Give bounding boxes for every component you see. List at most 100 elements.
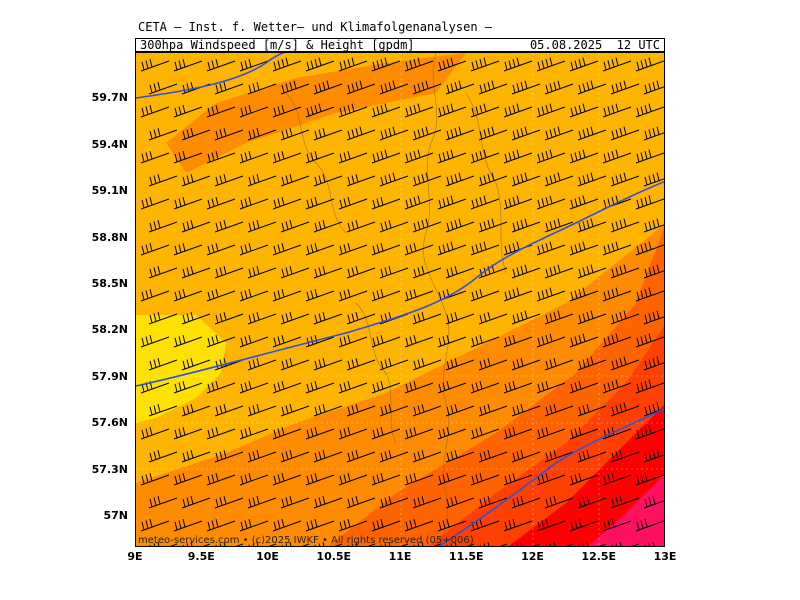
wind-barb — [544, 218, 574, 233]
wind-barb — [239, 380, 269, 394]
wind-barb — [478, 449, 508, 463]
wind-barb — [437, 57, 467, 72]
wind-barb — [404, 57, 434, 72]
wind-barb — [346, 126, 376, 141]
wind-barb — [239, 426, 269, 440]
wind-barb — [239, 288, 269, 302]
wind-barb — [379, 265, 409, 279]
wind-barb — [206, 242, 236, 256]
wind-barb — [470, 288, 500, 302]
wind-barb — [544, 172, 574, 187]
wind-barb — [181, 311, 211, 325]
wind-barb — [214, 311, 244, 325]
wind-barb — [445, 357, 475, 371]
wind-barb — [148, 495, 178, 509]
wind-barb — [280, 495, 310, 509]
wind-barb — [305, 103, 335, 118]
wind-barb — [272, 288, 302, 302]
wind-barb — [371, 334, 401, 348]
wind-barb — [305, 288, 335, 302]
wind-barb — [272, 518, 302, 532]
wind-barb — [445, 311, 475, 325]
wind-barb — [371, 242, 401, 256]
lon-tick-label: 9E — [127, 550, 143, 563]
wind-barb — [478, 403, 508, 417]
wind-barb — [346, 173, 376, 187]
wind-barb — [140, 196, 170, 210]
wind-barb — [503, 380, 533, 394]
wind-barb — [511, 449, 541, 463]
wind-barb — [577, 172, 607, 187]
wind-barb — [536, 241, 566, 256]
wind-barb — [643, 172, 664, 187]
wind-barb — [404, 380, 434, 394]
wind-barb — [173, 518, 203, 532]
height-contour-3 — [437, 408, 664, 546]
wind-barb — [214, 81, 244, 95]
wind-barb — [610, 402, 640, 417]
height-contours — [136, 53, 664, 546]
wind-barb — [610, 495, 640, 509]
wind-barb — [272, 104, 302, 118]
wind-barb — [577, 264, 607, 279]
wind-barb — [445, 126, 475, 141]
lon-tick-label: 10E — [256, 550, 279, 563]
wind-barb — [305, 57, 335, 72]
wind-barb — [643, 495, 664, 509]
copyright-text: meteo-services.com • (c)2025 IWKF • All … — [138, 535, 474, 546]
wind-barb — [544, 264, 574, 279]
wind-barb — [437, 103, 467, 118]
lon-tick-label: 10.5E — [316, 550, 352, 563]
wind-barb — [313, 495, 343, 509]
wind-barb — [346, 449, 376, 463]
wind-barb — [412, 126, 442, 141]
wind-barb — [511, 357, 541, 371]
wind-barb — [239, 104, 269, 118]
wind-barb — [610, 172, 640, 187]
wind-barb — [305, 150, 335, 164]
wind-barb — [371, 426, 401, 440]
wind-barb — [272, 150, 302, 164]
wind-barb — [635, 518, 664, 532]
wind-barb — [305, 426, 335, 440]
wind-barb — [140, 104, 170, 118]
wind-barb — [437, 472, 467, 486]
wind-barb — [602, 379, 632, 394]
wind-barb — [379, 403, 409, 417]
wind-barb — [503, 334, 533, 348]
wind-barb — [503, 426, 533, 440]
wind-barb — [379, 357, 409, 371]
wind-barb — [544, 449, 574, 463]
wind-barb — [181, 173, 211, 187]
wind-barb — [148, 449, 178, 463]
wind-barb — [305, 518, 335, 532]
wind-barb — [544, 310, 574, 325]
wind-barb — [140, 150, 170, 164]
wind-barb — [577, 495, 607, 509]
wind-barb — [181, 357, 211, 371]
wind-barb — [602, 518, 632, 532]
wind-barb — [437, 241, 467, 256]
wind-barb — [346, 403, 376, 417]
wind-barb — [437, 334, 467, 348]
wind-barb — [206, 334, 236, 348]
wind-barb — [511, 80, 541, 95]
wind-barb — [643, 218, 664, 233]
wind-barb — [404, 242, 434, 256]
wind-barb — [412, 357, 442, 371]
weather-map[interactable] — [135, 52, 665, 547]
light-orange-area — [136, 53, 664, 483]
wind-barb — [503, 103, 533, 118]
wind-barb — [313, 219, 343, 233]
wind-barb — [569, 426, 599, 440]
wind-barb — [602, 57, 632, 72]
wind-barb — [445, 218, 475, 233]
wind-barb — [643, 448, 664, 463]
wind-barb — [272, 472, 302, 486]
wind-barb — [536, 103, 566, 118]
wind-barb — [371, 149, 401, 164]
wind-barb — [181, 495, 211, 509]
wind-barb — [239, 334, 269, 348]
wind-barb — [643, 80, 664, 95]
wind-barb — [412, 495, 442, 509]
